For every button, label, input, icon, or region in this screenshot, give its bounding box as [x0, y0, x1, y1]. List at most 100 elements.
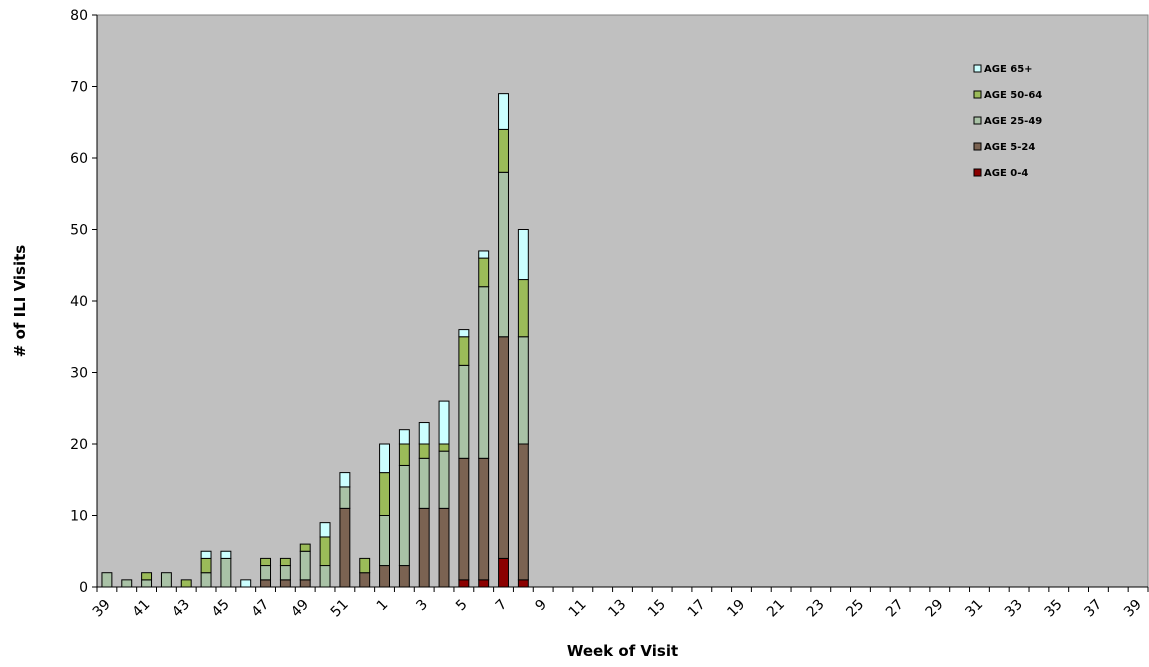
bar-segment	[478, 457, 490, 581]
bar-segment	[478, 257, 490, 288]
legend-swatch	[973, 64, 982, 73]
x-tick-label: 27	[883, 597, 907, 621]
x-tick-label: 25	[843, 597, 867, 621]
x-tick-label: 43	[169, 597, 193, 621]
x-axis-title: Week of Visit	[567, 642, 678, 660]
plot-area	[96, 14, 1149, 588]
y-tick-label: 40	[70, 294, 88, 310]
x-tick-label: 33	[1002, 597, 1026, 621]
x-tick-label: 21	[764, 597, 788, 621]
bar-segment	[458, 579, 470, 588]
bar-segment	[438, 507, 450, 588]
y-axis-title: # of ILI Visits	[11, 245, 29, 358]
bar-segment	[319, 536, 331, 567]
y-tick-label: 10	[70, 509, 88, 525]
bar-segment	[180, 579, 192, 588]
bar-segment	[101, 572, 113, 588]
y-tick-label: 30	[70, 366, 88, 382]
x-tick-label: 49	[288, 597, 312, 621]
bar-segment	[220, 557, 232, 588]
bar-segment	[498, 336, 509, 559]
x-tick-label: 1	[374, 597, 392, 615]
bar-segment	[478, 250, 490, 259]
bar-segment	[498, 171, 509, 338]
legend: AGE 65+ AGE 50-64 AGE 25-49 AGE 5-24 AGE 0-4	[973, 64, 1042, 179]
x-tick-label: 13	[605, 597, 629, 621]
x-tick-label: 39	[1121, 597, 1145, 621]
bar-segment	[299, 579, 311, 588]
bar-segment	[141, 572, 153, 581]
bar-segment	[359, 557, 371, 574]
bar-segment	[379, 565, 390, 588]
bar-segment	[517, 279, 529, 338]
bar-segment	[260, 579, 272, 588]
x-tick-label: 15	[645, 597, 669, 621]
y-tick-label: 70	[70, 80, 88, 96]
x-axis: 39 41 43 45 47 49 51 1 3 5 7 9 11 13 15 17 19 21 23 25 27 29 3…	[90, 586, 1149, 621]
x-tick-label: 35	[1042, 597, 1066, 621]
bar-segment	[279, 557, 291, 567]
bar-segment	[478, 286, 490, 459]
bar-segment	[517, 443, 529, 581]
bar-segment	[458, 364, 470, 459]
x-tick-label: 45	[209, 597, 233, 621]
bar-segment	[418, 443, 430, 459]
bar-segment	[379, 443, 390, 474]
x-tick-label: 37	[1081, 597, 1105, 621]
bar-segment	[299, 550, 311, 581]
bar-segment	[398, 464, 410, 567]
x-tick-label: 7	[493, 597, 511, 615]
legend-label: AGE 50-64	[984, 90, 1042, 101]
bar-segment	[418, 422, 430, 445]
bar-segment	[498, 557, 509, 588]
x-tick-label: 47	[248, 597, 272, 621]
bar-segment	[379, 515, 390, 567]
legend-swatch	[973, 90, 982, 99]
bar-segment	[498, 93, 509, 130]
x-tick-label: 23	[804, 597, 828, 621]
x-tick-label: 31	[962, 597, 986, 621]
bar-segment	[418, 457, 430, 509]
bar-segment	[418, 507, 430, 588]
bar-segment	[398, 565, 410, 588]
legend-swatch	[973, 116, 982, 125]
x-tick-label: 19	[724, 597, 748, 621]
x-tick-label: 29	[923, 597, 947, 621]
bars	[101, 93, 529, 588]
bar-segment	[279, 579, 291, 588]
bar-segment	[319, 522, 331, 538]
bar-segment	[141, 579, 153, 588]
bar-segment	[517, 336, 529, 445]
legend-swatch	[973, 168, 982, 177]
bar-segment	[498, 128, 509, 173]
bar-segment	[517, 579, 529, 588]
y-tick-label: 0	[79, 580, 88, 596]
bar-segment	[279, 565, 291, 581]
bar-segment	[160, 572, 172, 588]
bar-segment	[260, 557, 272, 567]
legend-swatch	[973, 142, 982, 151]
y-tick-label: 50	[70, 223, 88, 239]
bar-segment	[319, 565, 331, 588]
bar-segment	[200, 550, 212, 559]
bar-segment	[379, 472, 390, 517]
bar-segment	[339, 472, 351, 488]
legend-label: AGE 65+	[984, 64, 1033, 75]
bar-segment	[438, 443, 450, 452]
y-axis: 0 10 20 30 40 50 60 70 80	[70, 8, 98, 596]
x-tick-label: 41	[129, 597, 153, 621]
x-tick-label: 11	[566, 597, 590, 621]
bar-segment	[398, 429, 410, 445]
bar-segment	[200, 557, 212, 574]
bar-segment	[458, 457, 470, 581]
legend-label: AGE 25-49	[984, 116, 1042, 127]
bar-segment	[438, 400, 450, 445]
bar-segment	[240, 579, 252, 588]
x-tick-label: 39	[90, 597, 114, 621]
x-tick-label: 17	[685, 597, 709, 621]
bar-segment	[458, 329, 470, 338]
bar-segment	[200, 572, 212, 588]
legend-label: AGE 0-4	[984, 168, 1028, 179]
bar-segment	[220, 550, 232, 559]
y-tick-label: 20	[70, 437, 88, 453]
